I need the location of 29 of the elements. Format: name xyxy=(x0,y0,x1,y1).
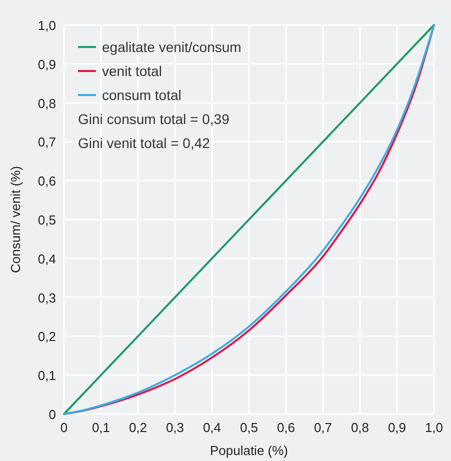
x-tick-label: 1,0 xyxy=(424,420,444,435)
y-axis-title: Consum/ venit (%) xyxy=(8,166,23,273)
legend-label: egalitate venit/consum xyxy=(102,39,242,55)
y-tick-label: 0,3 xyxy=(38,290,56,306)
y-tick-label: 0,1 xyxy=(38,368,56,384)
x-tick-label: 0 xyxy=(60,420,68,435)
x-tick-label: 0,9 xyxy=(388,420,406,435)
x-tick-label: 0,2 xyxy=(128,420,148,435)
y-tick-label: 0,7 xyxy=(38,134,56,150)
x-tick-label: 0,8 xyxy=(350,420,370,435)
annotation: Gini consum total = 0,39 xyxy=(78,111,230,127)
annotation: Gini venit total = 0,42 xyxy=(78,135,210,151)
y-tick-label: 0,6 xyxy=(38,174,56,189)
x-tick-label: 0,3 xyxy=(166,420,184,435)
legend-label: venit total xyxy=(102,63,162,79)
y-tick-label: 0,8 xyxy=(38,96,56,111)
y-tick-label: 1,0 xyxy=(38,18,56,33)
x-tick-label: 0,1 xyxy=(92,420,110,435)
y-tick-label: 0,4 xyxy=(38,251,56,266)
y-tick-label: 0 xyxy=(48,407,56,422)
legend-label: consum total xyxy=(102,87,182,103)
x-tick-label: 0,4 xyxy=(202,420,222,435)
y-tick-label: 0,9 xyxy=(38,56,56,72)
x-tick-label: 0,7 xyxy=(314,420,332,435)
x-axis-title: Populatie (%) xyxy=(210,443,288,458)
x-tick-label: 0,6 xyxy=(276,420,296,435)
x-tick-label: 0,5 xyxy=(240,420,258,435)
y-tick-label: 0,2 xyxy=(38,329,56,344)
y-tick-label: 0,5 xyxy=(38,212,56,228)
